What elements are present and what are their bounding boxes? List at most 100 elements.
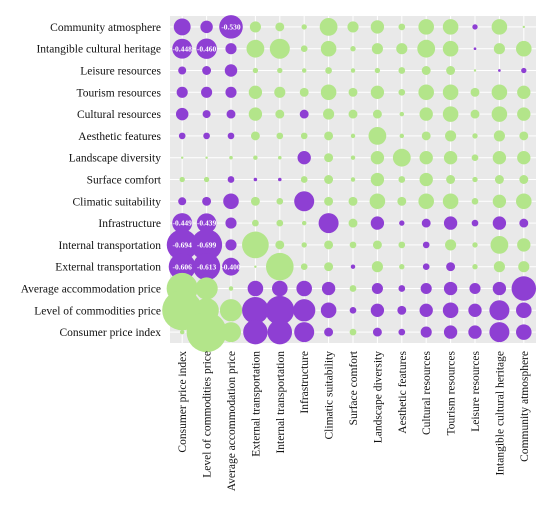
- bubble-climatic-suitability-vs-intangible-cultural-heritage: [492, 194, 507, 208]
- bubble-community-atmosphere-vs-surface-comfort: [347, 21, 359, 33]
- bubble-cultural-resources-vs-climatic-suitability: [323, 108, 335, 120]
- row-label-infrastructure: Infrastructure: [98, 218, 161, 230]
- value-label: -0.439: [197, 219, 217, 228]
- value-label: -0.448: [173, 44, 193, 53]
- bubble-leisure-resources-vs-landscape-diversity: [374, 67, 381, 74]
- value-label: -0.449: [173, 219, 193, 228]
- bubble-consumer-price-index-vs-aesthetic-features: [398, 328, 406, 336]
- bubble-level-of-commodities-price-vs-community-atmosphere: [516, 302, 532, 319]
- bubble-aesthetic-features-vs-average-accommodation-price: [227, 132, 235, 140]
- bubble-external-transportation-vs-internal-transportation: [266, 252, 294, 281]
- bubble-leisure-resources-vs-aesthetic-features: [398, 67, 406, 74]
- row-label-tourism-resources: Tourism resources: [77, 87, 162, 99]
- bubble-landscape-diversity-vs-landscape-diversity: [370, 151, 385, 165]
- bubble-level-of-commodities-price-vs-internal-transportation: [265, 295, 295, 325]
- bubble-climatic-suitability-vs-tourism-resources: [442, 193, 459, 210]
- bubble-tourism-resources-vs-cultural-resources: [418, 84, 434, 101]
- bubble-leisure-resources-vs-intangible-cultural-heritage: [498, 69, 501, 72]
- bubble-infrastructure-vs-surface-comfort: [348, 218, 358, 228]
- bubble-external-transportation-vs-consumer-price-index: [168, 253, 196, 281]
- bubble-internal-transportation-vs-infrastructure: [301, 242, 307, 248]
- bubble-average-accommodation-price-vs-tourism-resources: [443, 281, 458, 296]
- bubble-landscape-diversity-vs-cultural-resources: [419, 151, 433, 165]
- bubble-aesthetic-features-vs-climatic-suitability: [324, 131, 334, 141]
- bubble-aesthetic-features-vs-internal-transportation: [276, 132, 284, 140]
- bubble-external-transportation-vs-infrastructure: [300, 263, 308, 271]
- bubble-average-accommodation-price-vs-external-transportation: [247, 280, 264, 297]
- bubble-average-accommodation-price-vs-landscape-diversity: [371, 282, 383, 295]
- bubble-consumer-price-index-vs-leisure-resources: [468, 325, 482, 339]
- bubble-intangible-cultural-heritage-vs-level-of-commodities-price: [196, 38, 217, 59]
- bubble-average-accommodation-price-vs-intangible-cultural-heritage: [492, 281, 507, 296]
- bubble-climatic-suitability-vs-level-of-commodities-price: [202, 196, 212, 206]
- bubble-intangible-cultural-heritage-vs-aesthetic-features: [396, 43, 408, 55]
- bubble-landscape-diversity-vs-internal-transportation: [278, 155, 282, 160]
- bubble-community-atmosphere-vs-average-accommodation-price: [219, 15, 243, 39]
- value-label: -0.400: [221, 262, 241, 271]
- bubble-infrastructure-vs-tourism-resources: [443, 216, 458, 230]
- bubble-external-transportation-vs-cultural-resources: [422, 263, 430, 271]
- bubble-aesthetic-features-vs-leisure-resources: [472, 133, 478, 139]
- bubble-climatic-suitability-vs-surface-comfort: [348, 196, 358, 206]
- bubble-cultural-resources-vs-tourism-resources: [442, 106, 459, 122]
- bubble-external-transportation-vs-aesthetic-features: [399, 264, 405, 270]
- bubble-intangible-cultural-heritage-vs-leisure-resources: [473, 47, 477, 51]
- bubble-external-transportation-vs-surface-comfort: [350, 264, 356, 269]
- column-label-average-accommodation-price: Average accommodation price: [226, 351, 238, 491]
- bubble-internal-transportation-vs-surface-comfort: [349, 241, 357, 249]
- bubble-internal-transportation-vs-level-of-commodities-price: [191, 229, 223, 261]
- bubble-cultural-resources-vs-internal-transportation: [275, 109, 285, 119]
- bubble-leisure-resources-vs-internal-transportation: [277, 67, 283, 74]
- bubble-tourism-resources-vs-aesthetic-features: [398, 88, 406, 96]
- row-label-consumer-price-index: Consumer price index: [59, 327, 161, 339]
- bubble-intangible-cultural-heritage-vs-climatic-suitability: [320, 40, 337, 57]
- bubble-average-accommodation-price-vs-climatic-suitability: [321, 281, 336, 296]
- bubble-level-of-commodities-price-vs-tourism-resources: [442, 302, 459, 319]
- bubble-surface-comfort-vs-aesthetic-features: [398, 176, 406, 183]
- column-label-intangible-cultural-heritage: Intangible cultural heritage: [494, 351, 506, 476]
- bubble-community-atmosphere-vs-climatic-suitability: [319, 18, 338, 36]
- bubble-infrastructure-vs-consumer-price-index: [172, 213, 193, 234]
- bubble-leisure-resources-vs-infrastructure: [301, 68, 307, 73]
- bubble-cultural-resources-vs-level-of-commodities-price: [202, 110, 211, 119]
- bubble-external-transportation-vs-average-accommodation-price: [222, 257, 240, 276]
- bubble-tourism-resources-vs-leisure-resources: [470, 87, 480, 97]
- bubble-landscape-diversity-vs-consumer-price-index: [181, 156, 184, 159]
- column-label-landscape-diversity: Landscape diversity: [372, 351, 384, 444]
- bubble-community-atmosphere-vs-external-transportation: [249, 21, 261, 33]
- bubble-cultural-resources-vs-average-accommodation-price: [226, 109, 236, 119]
- bubble-community-atmosphere-vs-intangible-cultural-heritage: [491, 19, 508, 35]
- bubble-average-accommodation-price-vs-leisure-resources: [469, 282, 481, 295]
- bubble-aesthetic-features-vs-level-of-commodities-price: [203, 132, 210, 140]
- bubble-internal-transportation-vs-consumer-price-index: [166, 229, 198, 261]
- bubble-consumer-price-index-vs-surface-comfort: [349, 328, 357, 336]
- bubble-infrastructure-vs-community-atmosphere: [519, 218, 529, 228]
- bubble-climatic-suitability-vs-external-transportation: [250, 196, 260, 206]
- bubble-internal-transportation-vs-cultural-resources: [422, 241, 430, 249]
- bubble-average-accommodation-price-vs-community-atmosphere: [511, 276, 537, 301]
- bubble-community-atmosphere-vs-leisure-resources: [472, 24, 478, 30]
- row-label-external-transportation: External transportation: [55, 262, 161, 274]
- bubble-internal-transportation-vs-external-transportation: [242, 231, 269, 259]
- bubble-leisure-resources-vs-community-atmosphere: [521, 67, 527, 74]
- bubble-climatic-suitability-vs-cultural-resources: [418, 193, 434, 210]
- bubble-tourism-resources-vs-level-of-commodities-price: [201, 86, 213, 98]
- bubble-consumer-price-index-vs-tourism-resources: [443, 325, 458, 339]
- bubble-aesthetic-features-vs-infrastructure: [300, 132, 308, 140]
- bubble-average-accommodation-price-vs-average-accommodation-price: [228, 286, 234, 291]
- bubble-community-atmosphere-vs-landscape-diversity: [370, 20, 385, 34]
- bubble-level-of-commodities-price-vs-external-transportation: [242, 296, 269, 324]
- bubble-level-of-commodities-price-vs-intangible-cultural-heritage: [489, 300, 510, 321]
- bubble-aesthetic-features-vs-community-atmosphere: [519, 131, 529, 141]
- bubble-community-atmosphere-vs-internal-transportation: [275, 22, 285, 32]
- value-label: -0.606: [173, 262, 193, 271]
- bubble-intangible-cultural-heritage-vs-cultural-resources: [417, 39, 436, 58]
- bubble-surface-comfort-vs-surface-comfort: [350, 177, 356, 182]
- bubble-internal-transportation-vs-tourism-resources: [445, 239, 457, 251]
- bubble-consumer-price-index-vs-consumer-price-index: [179, 329, 185, 335]
- bubble-cultural-resources-vs-aesthetic-features: [399, 111, 405, 117]
- bubble-intangible-cultural-heritage-vs-consumer-price-index: [172, 38, 193, 59]
- bubble-infrastructure-vs-intangible-cultural-heritage: [492, 216, 507, 230]
- column-label-cultural-resources: Cultural resources: [421, 350, 433, 435]
- bubble-average-accommodation-price-vs-level-of-commodities-price: [195, 277, 218, 300]
